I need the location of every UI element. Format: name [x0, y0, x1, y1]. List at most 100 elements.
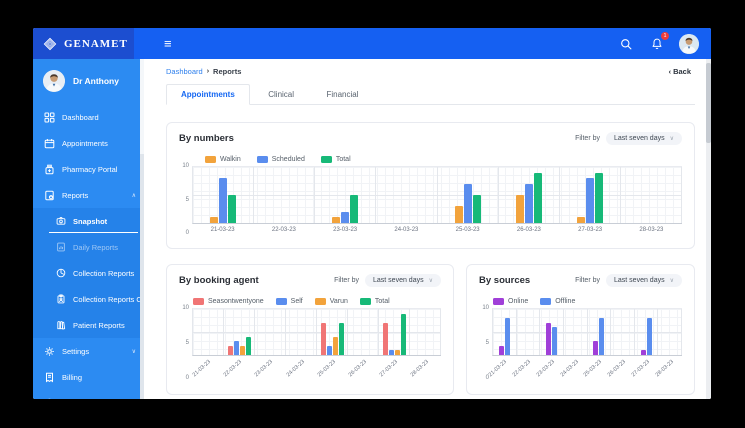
legend-swatch-self [275, 298, 287, 305]
sidebar-item-label: Dashboard [62, 112, 99, 122]
sidebar-item-settings[interactable]: Settings ∨ [33, 338, 144, 364]
bar-varun [332, 336, 338, 355]
bar-online [498, 345, 504, 355]
appointments-icon [44, 138, 55, 148]
search-button[interactable] [617, 35, 635, 53]
legend-swatch-varun [314, 298, 326, 305]
sidebar-item-label: Billing [62, 372, 83, 382]
chart-category-cell [254, 167, 316, 223]
breadcrumb-dashboard-link[interactable]: Dashboard [166, 67, 203, 76]
chart-category-cell [410, 309, 441, 355]
report-tabs: Appointments Clinical Financial [166, 83, 695, 105]
sidebar-item-billing[interactable]: Billing [33, 364, 144, 390]
legend-swatch-scheduled [256, 156, 268, 163]
sidebar-item-snapshot[interactable]: Snapshot [33, 208, 144, 234]
notifications-button[interactable]: 1 [648, 31, 669, 53]
chart-category-cell [315, 167, 377, 223]
legend-swatch-total [359, 298, 371, 305]
x-axis-label: 25-03-23 [455, 227, 480, 233]
chart-category-cell [193, 167, 255, 223]
legend-item: Seasontwentyone [193, 298, 264, 305]
bar-walkin [332, 217, 341, 223]
filter-dropdown[interactable]: Last seven days ∨ [606, 274, 682, 287]
legend-label: Online [508, 298, 529, 305]
dropdown-chevron-icon: ∨ [428, 278, 433, 284]
x-axis-label: 21-03-23 [191, 359, 213, 379]
chart-category-cell [224, 309, 255, 355]
window-scrollbar[interactable] [706, 59, 711, 399]
legend-label: Scheduled [271, 156, 305, 163]
app-window: GENAMET ≡ 1 [33, 28, 711, 399]
tab-financial[interactable]: Financial [326, 90, 359, 99]
sidebar-scrollbar[interactable] [140, 59, 144, 399]
bar-seasontwentyone [320, 322, 326, 355]
bar-scheduled [341, 211, 350, 223]
bar-scheduled [219, 178, 228, 223]
tab-appointments[interactable]: Appointments [166, 84, 250, 105]
x-axis-label: 23-03-23 [254, 359, 275, 379]
chart-title: By sources [479, 275, 531, 286]
chart-legend: Online Offline [493, 298, 682, 305]
snapshot-icon [56, 217, 66, 225]
bar-self [233, 341, 239, 355]
chart-category-cell [635, 309, 659, 355]
sidebar-item-dashboard[interactable]: Dashboard [33, 104, 144, 130]
legend-label: Walkin [220, 156, 241, 163]
y-axis-tick: 10 [182, 163, 189, 169]
y-axis-tick: 0 [185, 230, 189, 236]
profile-avatar-image [43, 70, 65, 92]
bar-walkin [515, 195, 524, 223]
x-axis-label: 27-03-23 [578, 227, 603, 233]
legend-label: Varun [329, 298, 348, 305]
sidebar-item-collection-reports[interactable]: Collection Reports [33, 260, 144, 286]
sidebar-item-pharmacy-portal[interactable]: Pharmacy Portal [33, 156, 144, 182]
filter-by-label: Filter by [575, 135, 600, 142]
plot-area [192, 308, 441, 356]
bar-total [533, 172, 542, 223]
bar-self [388, 350, 394, 355]
sidebar-item-reports[interactable]: Reports ∧ [33, 182, 144, 208]
bar-total [472, 195, 481, 223]
chart-category-cell [499, 167, 560, 223]
brand-logo-block[interactable]: GENAMET [33, 28, 134, 59]
chart-category-cell [317, 309, 348, 355]
notification-badge: 1 [661, 31, 669, 40]
sidebar-item-daily-reports[interactable]: Daily Reports [33, 234, 144, 260]
settings-icon [45, 346, 54, 356]
legend-swatch-offline [540, 298, 552, 305]
bar-walkin [454, 206, 463, 223]
sidebar-profile[interactable]: Dr Anthony [33, 59, 144, 104]
back-button[interactable]: ‹ Back [668, 67, 691, 76]
y-axis-tick: 5 [185, 196, 189, 203]
y-axis: 0 5 10 [179, 305, 192, 381]
sidebar-scrollbar-thumb[interactable] [140, 59, 144, 154]
chart-category-cell [540, 309, 564, 355]
genamet-diamond-logo-icon [43, 37, 57, 50]
bar-offline [646, 318, 652, 355]
bar-total [594, 172, 603, 223]
window-scrollbar-thumb[interactable] [706, 63, 711, 143]
hamburger-menu-icon[interactable]: ≡ [164, 36, 172, 51]
filter-control: Filter by Last seven days ∨ [575, 274, 682, 287]
dashboard-icon [44, 112, 55, 122]
sidebar-item-appointments[interactable]: Appointments [33, 130, 144, 156]
collection-reports-icon [56, 268, 66, 278]
chart-category-cell [658, 309, 682, 355]
tab-clinical[interactable]: Clinical [268, 90, 295, 99]
legend-swatch-seasontwentyone [193, 298, 204, 305]
filter-dropdown[interactable]: Last seven days ∨ [365, 274, 441, 287]
sidebar-item-label: Settings [62, 346, 90, 356]
sidebar-item-collection-reports-op[interactable]: Collection Reports OP [33, 286, 144, 312]
sidebar-item-label: Reports [62, 190, 89, 200]
chart-category-cell [611, 309, 635, 355]
x-axis: 21-03-23 22-03-23 23-03-23 24-03-23 25-03-23… [488, 357, 682, 378]
user-avatar-button[interactable] [679, 33, 699, 54]
y-axis: 0 5 10 [479, 305, 492, 381]
bar-self [326, 345, 332, 355]
chart-category-cell [493, 309, 517, 355]
filter-dropdown[interactable]: Last seven days ∨ [606, 132, 682, 145]
bar-total [228, 195, 237, 223]
sidebar-item-patient-reports[interactable]: Patient Reports [33, 312, 144, 338]
filter-control: Filter by Last seven days ∨ [575, 132, 682, 145]
sidebar-item-data-insights[interactable]: Data Insights [33, 390, 144, 399]
